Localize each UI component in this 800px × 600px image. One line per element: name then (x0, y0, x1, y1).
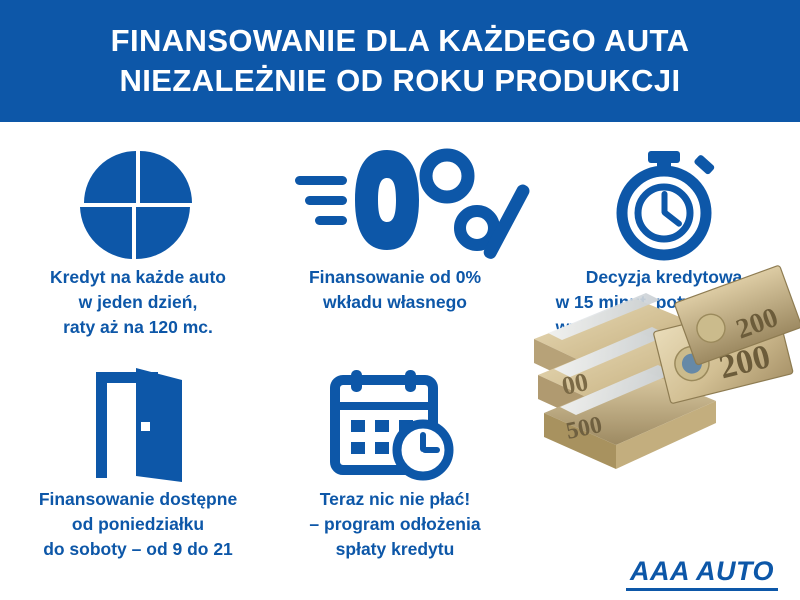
feature-caption: Finansowanie od 0% wkładu własnego (308, 267, 482, 312)
feature-caption: Teraz nic nie płać! – program odłożenia … (309, 489, 481, 559)
svg-text:00: 00 (559, 367, 590, 401)
header-line-1: FINANSOWANIE DLA KAŻDEGO AUTA (110, 23, 690, 58)
open-door-icon (78, 362, 198, 487)
stacks-of-banknotes-photo: 00 500 200 (528, 243, 800, 483)
feature-item-availability: Finansowanie dostępne od poniedziałku do… (5, 362, 271, 562)
zero-percent-icon (295, 140, 530, 265)
logo-text: AAA AUTO (630, 556, 774, 586)
feature-item-zero-percent: Finansowanie od 0% wkładu własnego (262, 140, 530, 315)
aaa-auto-logo: AAA AUTO (604, 543, 800, 600)
poster-header: FINANSOWANIE DLA KAŻDEGO AUTA NIEZALEŻNI… (0, 0, 800, 122)
feature-item-deferred-payment: Teraz nic nie płać! – program odłożenia … (262, 362, 528, 562)
header-line-2: NIEZALEŻNIE OD ROKU PRODUKCJI (119, 63, 681, 98)
calendar-clock-icon (330, 362, 459, 487)
stopwatch-icon (604, 140, 724, 265)
feature-caption: Finansowanie dostępne od poniedziałku do… (38, 489, 238, 559)
feature-caption: Kredyt na każde auto w jeden dzień, raty… (49, 267, 227, 337)
pie-chart-icon (78, 140, 198, 265)
logo-underline (626, 588, 778, 591)
feature-item-credit: Kredyt na każde auto w jeden dzień, raty… (5, 140, 271, 340)
